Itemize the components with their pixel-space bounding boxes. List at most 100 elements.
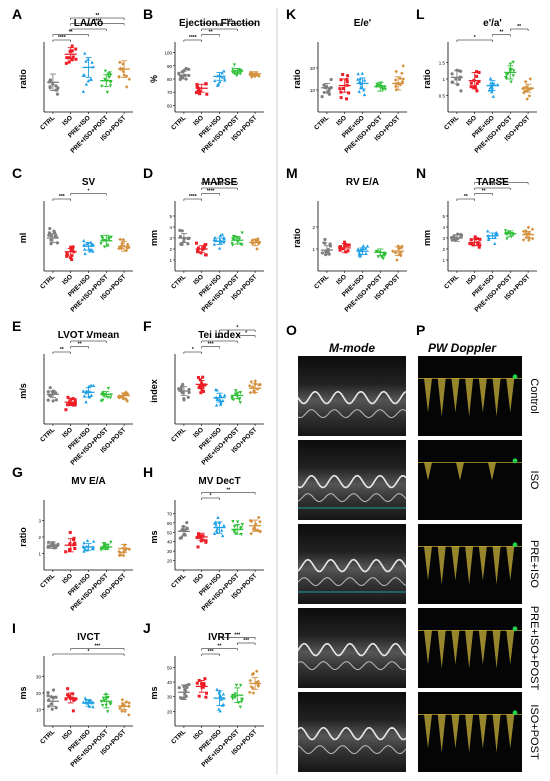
doppler-waveform bbox=[451, 714, 460, 749]
x-tick-label: ISO bbox=[192, 273, 205, 286]
doppler-marker bbox=[512, 626, 518, 632]
data-point-ISO bbox=[70, 44, 74, 48]
data-point-ISO+POST bbox=[393, 78, 398, 82]
significance-bracket bbox=[52, 351, 71, 354]
data-point-PRE+ISO bbox=[91, 546, 95, 551]
data-point-ISO bbox=[70, 57, 74, 61]
significance-bracket bbox=[52, 653, 125, 656]
y-tick-label: 2 bbox=[169, 247, 172, 252]
data-point-ISO bbox=[477, 245, 481, 249]
data-point-PRE+ISO bbox=[82, 238, 86, 243]
data-point-ISO bbox=[74, 47, 78, 51]
panel-letter: F bbox=[143, 318, 152, 334]
y-axis-label: mm bbox=[422, 230, 432, 246]
data-point-PRE+ISO bbox=[486, 237, 491, 241]
data-point-PRE+ISO bbox=[357, 89, 361, 93]
data-point-PRE+ISO bbox=[89, 393, 94, 397]
y-axis-label: ratio bbox=[18, 69, 28, 89]
data-point-CTRL bbox=[55, 92, 60, 96]
significance-bracket bbox=[201, 193, 220, 196]
data-point-CTRL bbox=[54, 398, 59, 402]
data-point-CTRL bbox=[177, 387, 181, 391]
data-point-PRE+ISO bbox=[82, 247, 87, 251]
image-row-label: PRE+ISO+POST bbox=[528, 606, 540, 691]
doppler-waveform bbox=[506, 630, 515, 665]
data-point-CTRL bbox=[180, 242, 184, 247]
panel-letter: B bbox=[143, 6, 153, 22]
significance-stars: ** bbox=[482, 189, 486, 195]
x-tick-label: ISO bbox=[335, 273, 348, 286]
data-point-PRE+ISO bbox=[219, 528, 224, 532]
data-point-PRE+ISO bbox=[91, 705, 95, 709]
significance-bracket bbox=[52, 198, 71, 201]
doppler-waveform bbox=[506, 546, 515, 581]
data-point-CTRL bbox=[177, 71, 181, 76]
significance-bracket bbox=[201, 497, 220, 500]
data-point-ISO bbox=[195, 681, 199, 685]
data-point-CTRL bbox=[56, 86, 60, 90]
data-point-PRE+ISO+POST bbox=[231, 67, 235, 71]
x-tick-label: ISO bbox=[61, 572, 74, 585]
data-point-PRE+ISO bbox=[222, 235, 226, 239]
significance-stars: * bbox=[236, 325, 238, 331]
doppler-waveform bbox=[451, 378, 460, 413]
data-point-ISO bbox=[203, 677, 207, 681]
data-point-PRE+ISO+POST bbox=[238, 705, 243, 709]
data-point-PRE+ISO+POST bbox=[234, 683, 239, 687]
y-axis-label: index bbox=[149, 379, 159, 403]
data-point-PRE+ISO bbox=[212, 531, 217, 536]
data-point-ISO+POST bbox=[118, 706, 122, 711]
y-tick-label: 1 bbox=[38, 552, 41, 557]
data-point-ISO+POST bbox=[119, 553, 123, 557]
data-point-ISO bbox=[346, 249, 350, 253]
doppler-waveform bbox=[424, 378, 432, 413]
data-point-ISO+POST bbox=[526, 225, 531, 230]
data-point-ISO bbox=[475, 70, 479, 74]
data-point-CTRL bbox=[55, 241, 60, 245]
doppler-waveform bbox=[437, 378, 446, 417]
data-point-ISO bbox=[204, 691, 208, 695]
image-row-4: ISO+POST bbox=[297, 692, 540, 772]
data-point-PRE+ISO bbox=[364, 246, 368, 250]
data-point-ISO bbox=[202, 246, 206, 250]
data-point-PRE+ISO+POST bbox=[231, 234, 236, 239]
data-point-ISO bbox=[73, 541, 77, 545]
mmode-image bbox=[298, 692, 406, 772]
data-point-ISO bbox=[202, 389, 206, 393]
data-point-PRE+ISO+POST bbox=[108, 71, 112, 75]
significance-stars: ** bbox=[95, 13, 99, 19]
significance-stars: ** bbox=[69, 30, 73, 36]
data-point-PRE+ISO+POST bbox=[109, 702, 113, 706]
data-point-ISO bbox=[68, 548, 72, 552]
x-tick-label: ISO bbox=[335, 114, 348, 127]
significance-stars: **** bbox=[189, 35, 197, 41]
x-tick-label: CTRL bbox=[39, 114, 56, 131]
significance-bracket bbox=[201, 346, 220, 349]
data-point-PRE+ISO bbox=[221, 398, 225, 403]
data-point-PRE+ISO bbox=[489, 81, 493, 85]
data-point-ISO+POST bbox=[125, 246, 129, 250]
y-tick-label: 50 bbox=[167, 665, 173, 670]
data-point-ISO+POST bbox=[521, 238, 526, 242]
mmode-wall-trace bbox=[297, 493, 407, 503]
data-point-ISO+POST bbox=[127, 547, 132, 552]
doppler-marker bbox=[512, 710, 518, 716]
data-point-PRE+ISO bbox=[215, 388, 219, 392]
significance-stars: ** bbox=[87, 24, 91, 30]
echo-image-panels: O M-mode P PW Doppler Control ISO PRE+ISO P… bbox=[286, 322, 540, 772]
y-tick-label: 20 bbox=[167, 709, 173, 714]
y-axis-label: ms bbox=[149, 686, 159, 699]
data-point-CTRL bbox=[187, 67, 191, 71]
significance-bracket bbox=[201, 187, 238, 190]
doppler-waveform bbox=[456, 462, 464, 481]
y-tick-label: 3 bbox=[442, 236, 445, 241]
significance-stars: * bbox=[245, 331, 247, 337]
data-point-ISO+POST bbox=[118, 237, 122, 242]
mmode-wall-trace bbox=[297, 409, 407, 419]
data-point-PRE+ISO+POST bbox=[99, 235, 104, 239]
data-point-PRE+ISO bbox=[356, 77, 360, 81]
x-tick-label: ISO bbox=[61, 728, 74, 741]
data-point-PRE+ISO+POST bbox=[100, 236, 105, 241]
